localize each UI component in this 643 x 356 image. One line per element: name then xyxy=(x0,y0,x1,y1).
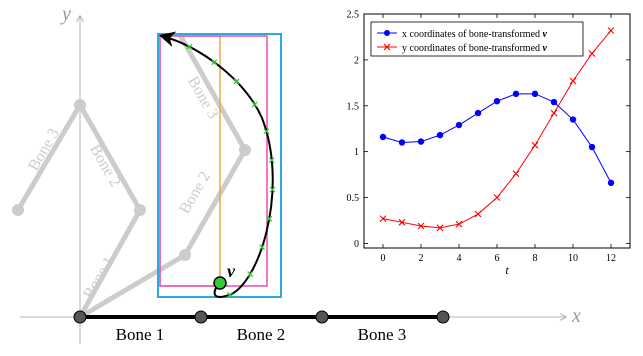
trajectory-marker xyxy=(211,59,218,66)
rest-skeleton: Bone 1 Bone 2 Bone 3 xyxy=(73,310,450,344)
bounding-box-magenta xyxy=(159,35,268,287)
posed-skeleton-left: Bone 1 Bone 2 Bone 3 xyxy=(12,99,146,319)
series-1-point xyxy=(398,218,406,226)
trajectory-marker xyxy=(251,101,258,108)
series-0-point xyxy=(455,121,463,129)
trajectory-marker xyxy=(266,215,273,222)
series-0-point xyxy=(588,143,596,151)
trajectory-marker xyxy=(233,78,240,85)
series-1-point xyxy=(512,170,520,178)
series-0-point xyxy=(474,109,482,117)
series-1-point xyxy=(550,109,558,117)
chart-x-label: t xyxy=(505,263,509,277)
posed-bone-label: Bone 2 xyxy=(86,142,124,190)
x-tick-label: 10 xyxy=(568,253,578,264)
legend-entry-y: y coordinates of bone-transformed v xyxy=(402,43,548,54)
y-tick-label: 0.5 xyxy=(347,193,360,204)
joint xyxy=(436,310,450,324)
series-0-point xyxy=(512,90,520,98)
rest-bone-label: Bone 3 xyxy=(358,325,407,344)
x-tick-label: 2 xyxy=(419,253,424,264)
series-1-point xyxy=(455,220,463,228)
point-v-label: v xyxy=(227,261,236,281)
chart-series xyxy=(379,27,615,232)
trajectory-markers xyxy=(186,43,276,298)
legend-marker-y xyxy=(383,43,391,51)
coordinate-chart: 0 2 4 6 8 10 12 0 0.5 1 1.5 2 2.5 t x coordinates of… xyxy=(347,10,631,277)
series-0-point xyxy=(379,133,387,141)
joint xyxy=(74,99,86,111)
joint xyxy=(73,310,87,324)
x-tick-label: 12 xyxy=(606,253,616,264)
x-tick-label: 0 xyxy=(381,253,386,264)
posed-bone-label: Bone 1 xyxy=(80,254,118,302)
series-1-point xyxy=(607,27,615,34)
y-axis-label: y xyxy=(60,3,71,25)
legend-entry-x: x coordinates of bone-transformed v xyxy=(402,29,548,40)
rest-bone-label: Bone 2 xyxy=(237,325,286,344)
joint xyxy=(194,310,208,324)
joint xyxy=(315,310,329,324)
series-0-point xyxy=(398,139,406,146)
x-tick-label: 8 xyxy=(533,253,538,264)
legend-box xyxy=(370,21,584,57)
rest-bone-label: Bone 1 xyxy=(116,325,165,344)
trajectory-marker xyxy=(263,128,270,135)
joint xyxy=(134,204,146,216)
series-1-point xyxy=(379,215,387,223)
chart-ticks: 0 2 4 6 8 10 12 0 0.5 1 1.5 2 2.5 xyxy=(347,10,630,264)
series-1-point xyxy=(436,224,444,232)
posed-bone-label: Bone 3 xyxy=(25,126,63,174)
joint xyxy=(12,204,24,216)
series-0-point xyxy=(417,138,425,145)
series-1-point xyxy=(588,50,596,57)
y-tick-label: 1.5 xyxy=(347,101,360,112)
series-1-point xyxy=(569,77,577,85)
series-1-point xyxy=(474,210,482,218)
series-0-point xyxy=(436,131,444,139)
series-0-point xyxy=(607,179,615,187)
trajectory-path xyxy=(158,31,274,298)
x-tick-label: 4 xyxy=(457,253,462,264)
series-1-point xyxy=(493,194,501,201)
legend-marker-x xyxy=(384,30,390,36)
x-tick-label: 6 xyxy=(495,253,500,264)
y-tick-label: 0 xyxy=(354,239,359,250)
y-tick-label: 1 xyxy=(354,147,359,158)
series-0-point xyxy=(531,90,539,98)
series-1-point xyxy=(531,141,539,149)
joint xyxy=(179,249,191,261)
series-1-point xyxy=(417,222,425,230)
trajectory-marker xyxy=(226,291,233,298)
y-tick-label: 2 xyxy=(354,55,359,66)
trajectory-marker xyxy=(247,271,254,278)
series-0-point xyxy=(550,98,558,106)
trajectory-marker xyxy=(269,186,276,193)
trajectory-marker xyxy=(186,43,193,50)
x-axis-label: x xyxy=(571,305,581,327)
joint xyxy=(239,144,251,156)
point-v xyxy=(213,276,227,290)
trajectory-marker xyxy=(259,244,266,251)
series-0-point xyxy=(493,97,501,105)
chart-legend: x coordinates of bone-transformed v y co… xyxy=(370,21,584,57)
trajectory-marker xyxy=(268,157,275,164)
y-tick-label: 2.5 xyxy=(347,10,360,21)
series-0-point xyxy=(569,116,577,123)
point-trajectory: v xyxy=(158,31,276,298)
